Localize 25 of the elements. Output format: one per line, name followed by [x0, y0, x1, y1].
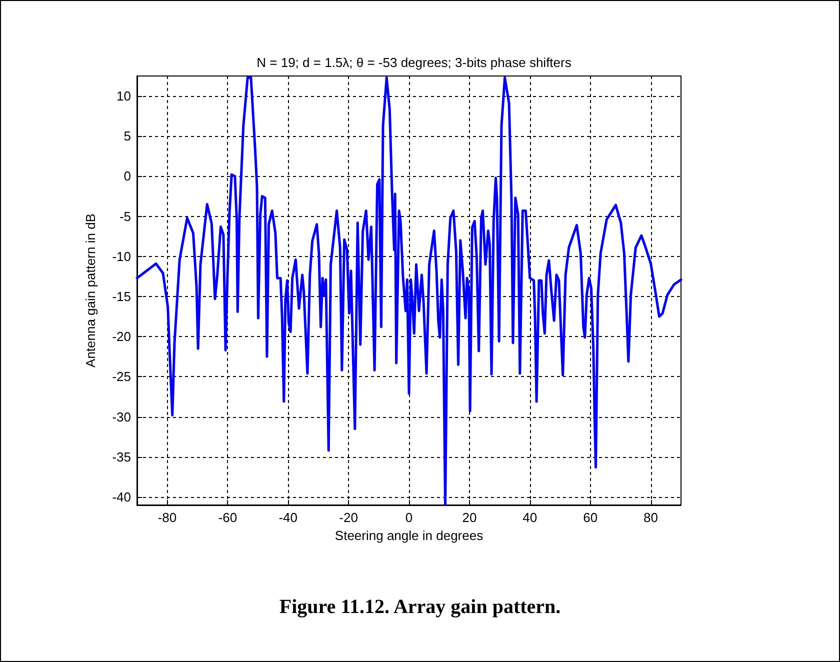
y-tick-label: 10 [116, 88, 131, 104]
x-tick-label: 80 [644, 510, 658, 525]
x-tick-label: -40 [278, 510, 298, 525]
y-tick-label: -30 [112, 409, 131, 424]
y-tick-label: 5 [124, 128, 131, 144]
x-tick-label: -20 [339, 510, 358, 525]
x-tick-label: 60 [583, 510, 598, 525]
y-tick-label: -40 [112, 489, 131, 504]
x-tick-label: 0 [405, 510, 413, 525]
y-tick-label: -15 [112, 289, 131, 304]
line-series [136, 76, 682, 506]
y-tick-label: -35 [112, 449, 131, 464]
y-tick-label: -10 [112, 248, 131, 264]
y-tick-label: -20 [112, 329, 131, 344]
y-tick-label: -5 [119, 208, 131, 224]
x-tick-label: 20 [462, 510, 477, 525]
y-axis-title: Antenna gain pattern in dB [83, 214, 98, 368]
x-tick-label: -80 [158, 510, 177, 525]
y-tick-label: 0 [124, 168, 131, 184]
x-tick-label: 40 [522, 510, 538, 525]
x-axis-title: Steering angle in degrees [334, 528, 484, 543]
y-tick-label: -25 [112, 369, 131, 384]
chart-title: N = 19; d = 1.5λ; θ = -53 degrees; 3-bits phase shifters [256, 55, 572, 70]
x-tick-label: -60 [218, 510, 238, 525]
caption: Figure 11.12. Array gain pattern. [278, 596, 562, 619]
